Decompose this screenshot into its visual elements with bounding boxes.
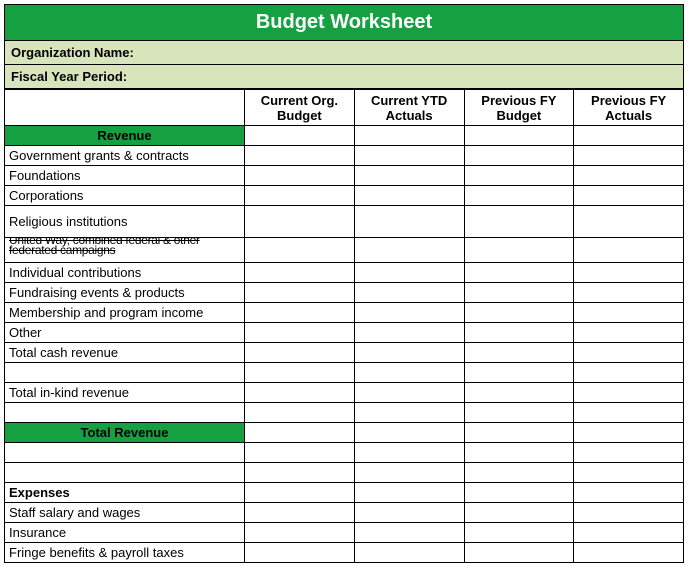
row-label: Total cash revenue bbox=[5, 343, 245, 363]
row-label-header bbox=[5, 90, 245, 126]
table-row: Staff salary and wages bbox=[5, 503, 684, 523]
table-row: Total in-kind revenue bbox=[5, 383, 684, 403]
table-row: Government grants & contracts bbox=[5, 146, 684, 166]
table-row bbox=[5, 363, 684, 383]
table-row: Total cash revenue bbox=[5, 343, 684, 363]
table-row: Corporations bbox=[5, 186, 684, 206]
expenses-header-label: Expenses bbox=[5, 483, 245, 503]
expenses-section-header: Expenses bbox=[5, 483, 684, 503]
table-row: Other bbox=[5, 323, 684, 343]
row-label: United Way, combined federal & other fed… bbox=[5, 238, 245, 263]
table-row bbox=[5, 403, 684, 423]
col-previous-budget: Previous FY Budget bbox=[464, 90, 574, 126]
table-row bbox=[5, 443, 684, 463]
table-row bbox=[5, 463, 684, 483]
worksheet-title: Budget Worksheet bbox=[4, 4, 684, 41]
col-current-ytd: Current YTD Actuals bbox=[354, 90, 464, 126]
col-current-budget: Current Org. Budget bbox=[245, 90, 355, 126]
row-label: Foundations bbox=[5, 166, 245, 186]
budget-table: Current Org. Budget Current YTD Actuals … bbox=[4, 89, 684, 563]
row-label bbox=[5, 363, 245, 383]
table-row: Individual contributions bbox=[5, 263, 684, 283]
table-row: Fundraising events & products bbox=[5, 283, 684, 303]
table-row: United Way, combined federal & other fed… bbox=[5, 238, 684, 263]
total-revenue-label: Total Revenue bbox=[5, 423, 245, 443]
row-label: Religious institutions bbox=[5, 206, 245, 238]
row-label: Other bbox=[5, 323, 245, 343]
table-row: Foundations bbox=[5, 166, 684, 186]
revenue-section-header: Revenue bbox=[5, 126, 684, 146]
row-label: Corporations bbox=[5, 186, 245, 206]
organization-name-label: Organization Name: bbox=[4, 41, 684, 65]
revenue-header-label: Revenue bbox=[5, 126, 245, 146]
table-row: Fringe benefits & payroll taxes bbox=[5, 543, 684, 563]
row-label: Insurance bbox=[5, 523, 245, 543]
total-revenue-header: Total Revenue bbox=[5, 423, 684, 443]
col-previous-actuals: Previous FY Actuals bbox=[574, 90, 684, 126]
row-label: Total in-kind revenue bbox=[5, 383, 245, 403]
row-label: Fringe benefits & payroll taxes bbox=[5, 543, 245, 563]
row-label bbox=[5, 403, 245, 423]
row-label: Government grants & contracts bbox=[5, 146, 245, 166]
table-row: Membership and program income bbox=[5, 303, 684, 323]
row-label: Membership and program income bbox=[5, 303, 245, 323]
row-label: Individual contributions bbox=[5, 263, 245, 283]
table-row: Religious institutions bbox=[5, 206, 684, 238]
fiscal-year-label: Fiscal Year Period: bbox=[4, 65, 684, 89]
row-label: Fundraising events & products bbox=[5, 283, 245, 303]
row-label: Staff salary and wages bbox=[5, 503, 245, 523]
table-row: Insurance bbox=[5, 523, 684, 543]
column-header-row: Current Org. Budget Current YTD Actuals … bbox=[5, 90, 684, 126]
